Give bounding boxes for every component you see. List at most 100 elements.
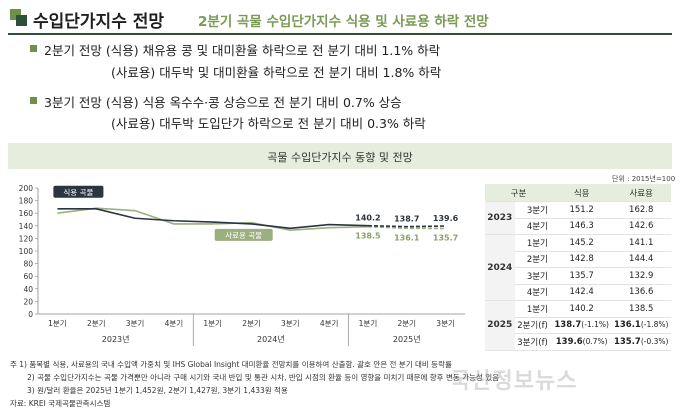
table-row: 2분기(f) 138.7(-1.1%) 136.1(-1.8%): [485, 317, 671, 334]
table-quarter-cell: 2분기(f): [514, 317, 552, 334]
bullet-icon: [30, 97, 37, 104]
y-tick-label: 140: [19, 222, 34, 231]
table-quarter-cell: 4분기: [514, 284, 552, 301]
table-row: 2025 1분기 140.2 138.5: [485, 300, 671, 351]
feed-data-label: 136.1: [394, 233, 420, 242]
x-tick-label: 4분기: [165, 319, 184, 328]
x-tick-label: 2분기: [87, 319, 106, 328]
y-tick-label: 180: [19, 197, 34, 206]
unit-note: 단위 : 2015년=100: [612, 175, 676, 183]
chart-title: 곡물 수입단가지수 동향 및 전망: [267, 151, 413, 164]
table-quarter-cell: 3분기: [514, 201, 552, 219]
table-row: 4분기 142.4 136.6: [485, 284, 671, 301]
x-tick-label: 2분기: [242, 319, 261, 328]
table-value-cell: 141.1: [611, 234, 671, 252]
x-tick-label: 3분기: [436, 319, 455, 328]
y-tick-label: 40: [23, 285, 33, 294]
y-tick-label: 80: [23, 260, 33, 269]
x-tick-label: 1분기: [203, 319, 222, 328]
food-series-line: [57, 207, 368, 230]
table-value-cell: 138.7(-1.1%): [551, 317, 612, 334]
table-value-cell: 138.5: [611, 300, 671, 318]
line-chart: 0 20 40 60 80 100 120 140 160 180 200 1분기 2분기 3분기 4분기 1…: [19, 184, 465, 346]
y-tick-label: 120: [19, 234, 34, 243]
watermark: 국산정보뉴스: [450, 369, 578, 394]
table-header-cell: 사료용: [611, 184, 671, 202]
y-tick-label: 60: [23, 272, 33, 281]
bullet-icon: [30, 45, 37, 52]
feed-series-line: [57, 207, 368, 232]
food-series-forecast-line: [367, 224, 446, 228]
table-row: 2024 1분기 145.2 141.1: [485, 234, 671, 301]
table-year-cell: 2025: [485, 300, 515, 351]
footnote-2: 2) 곡물 수입단가지수는 곡물 가격뿐만 아니라 구매 시기와 국내 반입 및…: [27, 373, 500, 382]
table-value-cell: 136.6: [611, 284, 671, 301]
table-header-cell: 식용: [551, 184, 612, 202]
table-row: 2023 3분기 151.2 162.8: [485, 201, 671, 235]
x-year-label: 2025년: [393, 334, 421, 344]
table-value-cell: 136.1(-1.8%): [611, 317, 671, 334]
footnote-3: 3) 원/달러 환율은 2025년 1분기 1,452원, 2분기 1,427원…: [27, 386, 288, 395]
x-year-label: 2024년: [257, 334, 285, 344]
food-data-label: 139.6: [433, 214, 459, 223]
food-data-label: 138.7: [394, 215, 419, 224]
table-row: 3분기 135.7 132.9: [485, 267, 671, 285]
table-value-cell: 142.8: [551, 251, 612, 268]
bullet-2-line-1: 3분기 전망 (식용) 식용 옥수수·콩 상승으로 전 분기 대비 0.7% 상…: [44, 95, 402, 110]
table-value-cell: 140.2: [551, 300, 612, 318]
table-value-cell: 144.4: [611, 251, 671, 268]
x-tick-label: 2분기: [397, 319, 416, 328]
feed-series-label-box: [214, 228, 273, 241]
data-table: 구분 식용 사료용 2023 3분기 151.2 162.8 4분기 146.3 142.6 20…: [485, 184, 671, 351]
x-tick-label: 3분기: [281, 319, 300, 328]
y-tick-label: 0: [28, 310, 33, 319]
x-tick-label: 3분기: [126, 319, 145, 328]
feed-data-label: 138.5: [355, 232, 381, 241]
table-row: 3분기(f) 139.6(0.7%) 135.7(-0.3%): [485, 333, 671, 351]
table-value-cell: 151.2: [551, 201, 612, 219]
y-tick-label: 160: [19, 209, 34, 218]
table-quarter-cell: 1분기: [514, 234, 552, 252]
table-header-cell: 구분: [485, 184, 552, 202]
title-divider: [8, 33, 672, 35]
table-value-cell: 135.7: [551, 267, 612, 285]
table-value-cell: 142.6: [611, 218, 671, 235]
food-series-label: 식용 곡물: [63, 188, 93, 197]
table-quarter-cell: 3분기(f): [514, 333, 552, 351]
table-quarter-cell: 1분기: [514, 300, 552, 318]
table-value-cell: 145.2: [551, 234, 612, 252]
table-value-cell: 142.4: [551, 284, 612, 301]
table-row: 4분기 146.3 142.6: [485, 218, 671, 235]
x-tick-label: 4분기: [320, 319, 339, 328]
footnote-1: 주 1) 품목별 식용, 사료용의 국내 수입액 가중치 및 IHS Globa…: [10, 360, 452, 369]
table-year-cell: 2023: [485, 201, 515, 235]
page-subtitle: 2분기 곡물 수입단가지수 식용 및 사료용 하락 전망: [198, 14, 489, 30]
table-value-cell: 132.9: [611, 267, 671, 285]
footnote-source: 자료: KREI 국제곡물관측시스템: [10, 399, 111, 408]
x-tick-label: 1분기: [359, 319, 378, 328]
title-square-icon: [10, 9, 27, 26]
feed-data-label: 135.7: [433, 234, 458, 243]
table-value-cell: 162.8: [611, 201, 671, 219]
chart-title-bar: [8, 143, 672, 169]
table-year-cell: 2024: [485, 234, 515, 301]
table-value-cell: 135.7(-0.3%): [611, 333, 671, 351]
y-tick-label: 20: [23, 297, 33, 306]
bullet-1-line-1: 2분기 전망 (식용) 채유용 콩 및 대미환율 하락으로 전 분기 대비 1.…: [44, 43, 441, 58]
feed-series-forecast-line: [367, 225, 446, 230]
table-value-cell: 139.6(0.7%): [551, 333, 612, 351]
bullet-1-line-2: (사료용) 대두박 및 대미환율 하락으로 전 분기 대비 1.8% 하락: [111, 65, 442, 80]
table-quarter-cell: 2분기: [514, 251, 552, 268]
food-data-label: 140.2: [355, 214, 380, 223]
table-row: 2분기 142.8 144.4: [485, 251, 671, 268]
y-tick-label: 200: [19, 184, 34, 193]
table-quarter-cell: 4분기: [514, 218, 552, 235]
x-tick-label: 1분기: [48, 319, 67, 328]
table-quarter-cell: 3분기: [514, 267, 552, 285]
y-tick-label: 100: [19, 247, 34, 256]
x-year-label: 2023년: [102, 334, 130, 344]
food-series-label-box: [53, 185, 104, 198]
table-value-cell: 146.3: [551, 218, 612, 235]
feed-series-label: 사료용 곡물: [225, 231, 262, 240]
bullet-2-line-2: (사료용) 대두박 도입단가 하락으로 전 분기 대비 0.3% 하락: [111, 116, 426, 131]
